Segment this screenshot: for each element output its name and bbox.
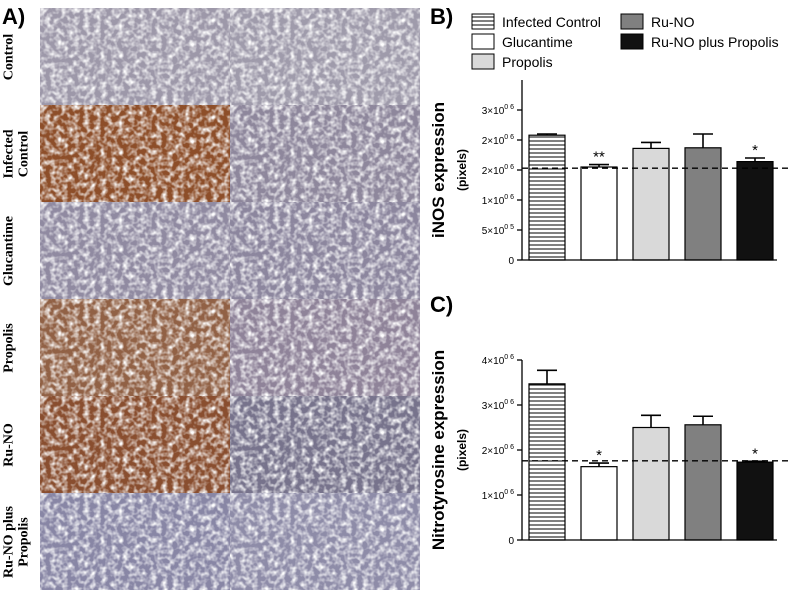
y-tick-base: 4×10 — [482, 356, 505, 367]
significance-marker: * — [752, 142, 758, 159]
y-tick-exponent: 0 6 — [504, 164, 514, 171]
y-tick-base: 1×10 — [482, 196, 505, 207]
bar — [684, 424, 722, 541]
y-tick-base: 0 — [508, 256, 514, 267]
legend-swatch — [620, 13, 644, 30]
y-tick-base: 2×10 — [482, 446, 505, 457]
y-tick-exponent: 0 6 — [504, 134, 514, 141]
y-tick-label: 2×100 6 — [482, 444, 514, 457]
legend-swatch — [620, 33, 644, 50]
bar — [736, 161, 774, 261]
bar — [528, 383, 566, 541]
bar — [528, 134, 566, 261]
y-tick-exponent: 0 5 — [504, 224, 514, 231]
y-tick-exponent: 0 6 — [504, 194, 514, 201]
y-tick-label: 2×100 6 — [482, 164, 514, 177]
bar — [580, 166, 618, 261]
micrograph-5-right — [230, 396, 420, 493]
y-tick-label: 0 — [508, 256, 514, 267]
legend-swatch — [471, 53, 495, 70]
panel-label-c: C) — [430, 292, 454, 317]
y-tick-label: 5×100 5 — [482, 224, 514, 237]
y-tick-exponent: 0 6 — [504, 444, 514, 451]
micrograph-2-right — [230, 105, 420, 202]
micrograph-2-left — [40, 105, 230, 202]
y-tick-base: 2×10 — [482, 166, 505, 177]
panel-label-b: B) — [430, 4, 454, 29]
y-axis-sublabel: (pixels) — [455, 149, 469, 191]
legend: Infected Control Glucantime Propolis Ru-NO R… — [471, 13, 779, 70]
chart-inos: 05×100 51×100 62×100 62×100 63×100 6iNOS… — [429, 80, 792, 267]
y-axis-sublabel: (pixels) — [455, 429, 469, 471]
micrograph-1-right — [230, 8, 420, 105]
panel-label-a: A) — [2, 4, 26, 29]
y-tick-base: 2×10 — [482, 136, 505, 147]
y-tick-label: 4×100 6 — [482, 354, 514, 367]
micrograph-1-left — [40, 8, 230, 105]
y-axis-label: Nitrotyrosine expression — [429, 350, 448, 550]
y-tick-label: 1×100 6 — [482, 194, 514, 207]
micrograph-6-right — [230, 493, 420, 590]
y-tick-base: 1×10 — [482, 491, 505, 502]
bar — [632, 147, 670, 261]
legend-label: Propolis — [502, 54, 553, 70]
chart-nitrotyrosine: 01×100 62×100 63×100 64×100 6Nitrotyrosi… — [429, 350, 792, 550]
legend-swatch — [471, 33, 495, 50]
micrograph-6-left — [40, 493, 230, 590]
legend-label: Ru-NO plus Propolis — [651, 34, 779, 50]
legend-label: Infected Control — [502, 14, 601, 30]
legend-label: Ru-NO — [651, 14, 695, 30]
significance-marker: * — [596, 447, 602, 464]
micrograph-3-left — [40, 202, 230, 299]
y-tick-label: 3×100 6 — [482, 104, 514, 117]
legend-swatch — [471, 13, 495, 30]
y-tick-base: 3×10 — [482, 106, 505, 117]
y-axis-label: iNOS expression — [429, 102, 448, 238]
micrograph-3-right — [230, 202, 420, 299]
micrograph-4-left — [40, 299, 230, 396]
legend-label: Glucantime — [502, 34, 573, 50]
micrograph-5-left — [40, 396, 230, 493]
significance-marker: * — [752, 445, 758, 462]
bar — [684, 147, 722, 261]
y-tick-exponent: 0 6 — [504, 104, 514, 111]
y-tick-base: 5×10 — [482, 226, 505, 237]
y-tick-exponent: 0 6 — [504, 399, 514, 406]
bar — [580, 466, 618, 541]
y-tick-label: 3×100 6 — [482, 399, 514, 412]
y-tick-label: 0 — [508, 536, 514, 547]
y-tick-label: 1×100 6 — [482, 489, 514, 502]
y-tick-exponent: 0 6 — [504, 354, 514, 361]
bar — [736, 461, 774, 541]
micrograph-4-right — [230, 299, 420, 396]
y-tick-exponent: 0 6 — [504, 489, 514, 496]
y-tick-base: 3×10 — [482, 401, 505, 412]
y-tick-label: 2×100 6 — [482, 134, 514, 147]
y-tick-base: 0 — [508, 536, 514, 547]
bar — [632, 426, 670, 541]
significance-marker: ** — [593, 149, 605, 166]
